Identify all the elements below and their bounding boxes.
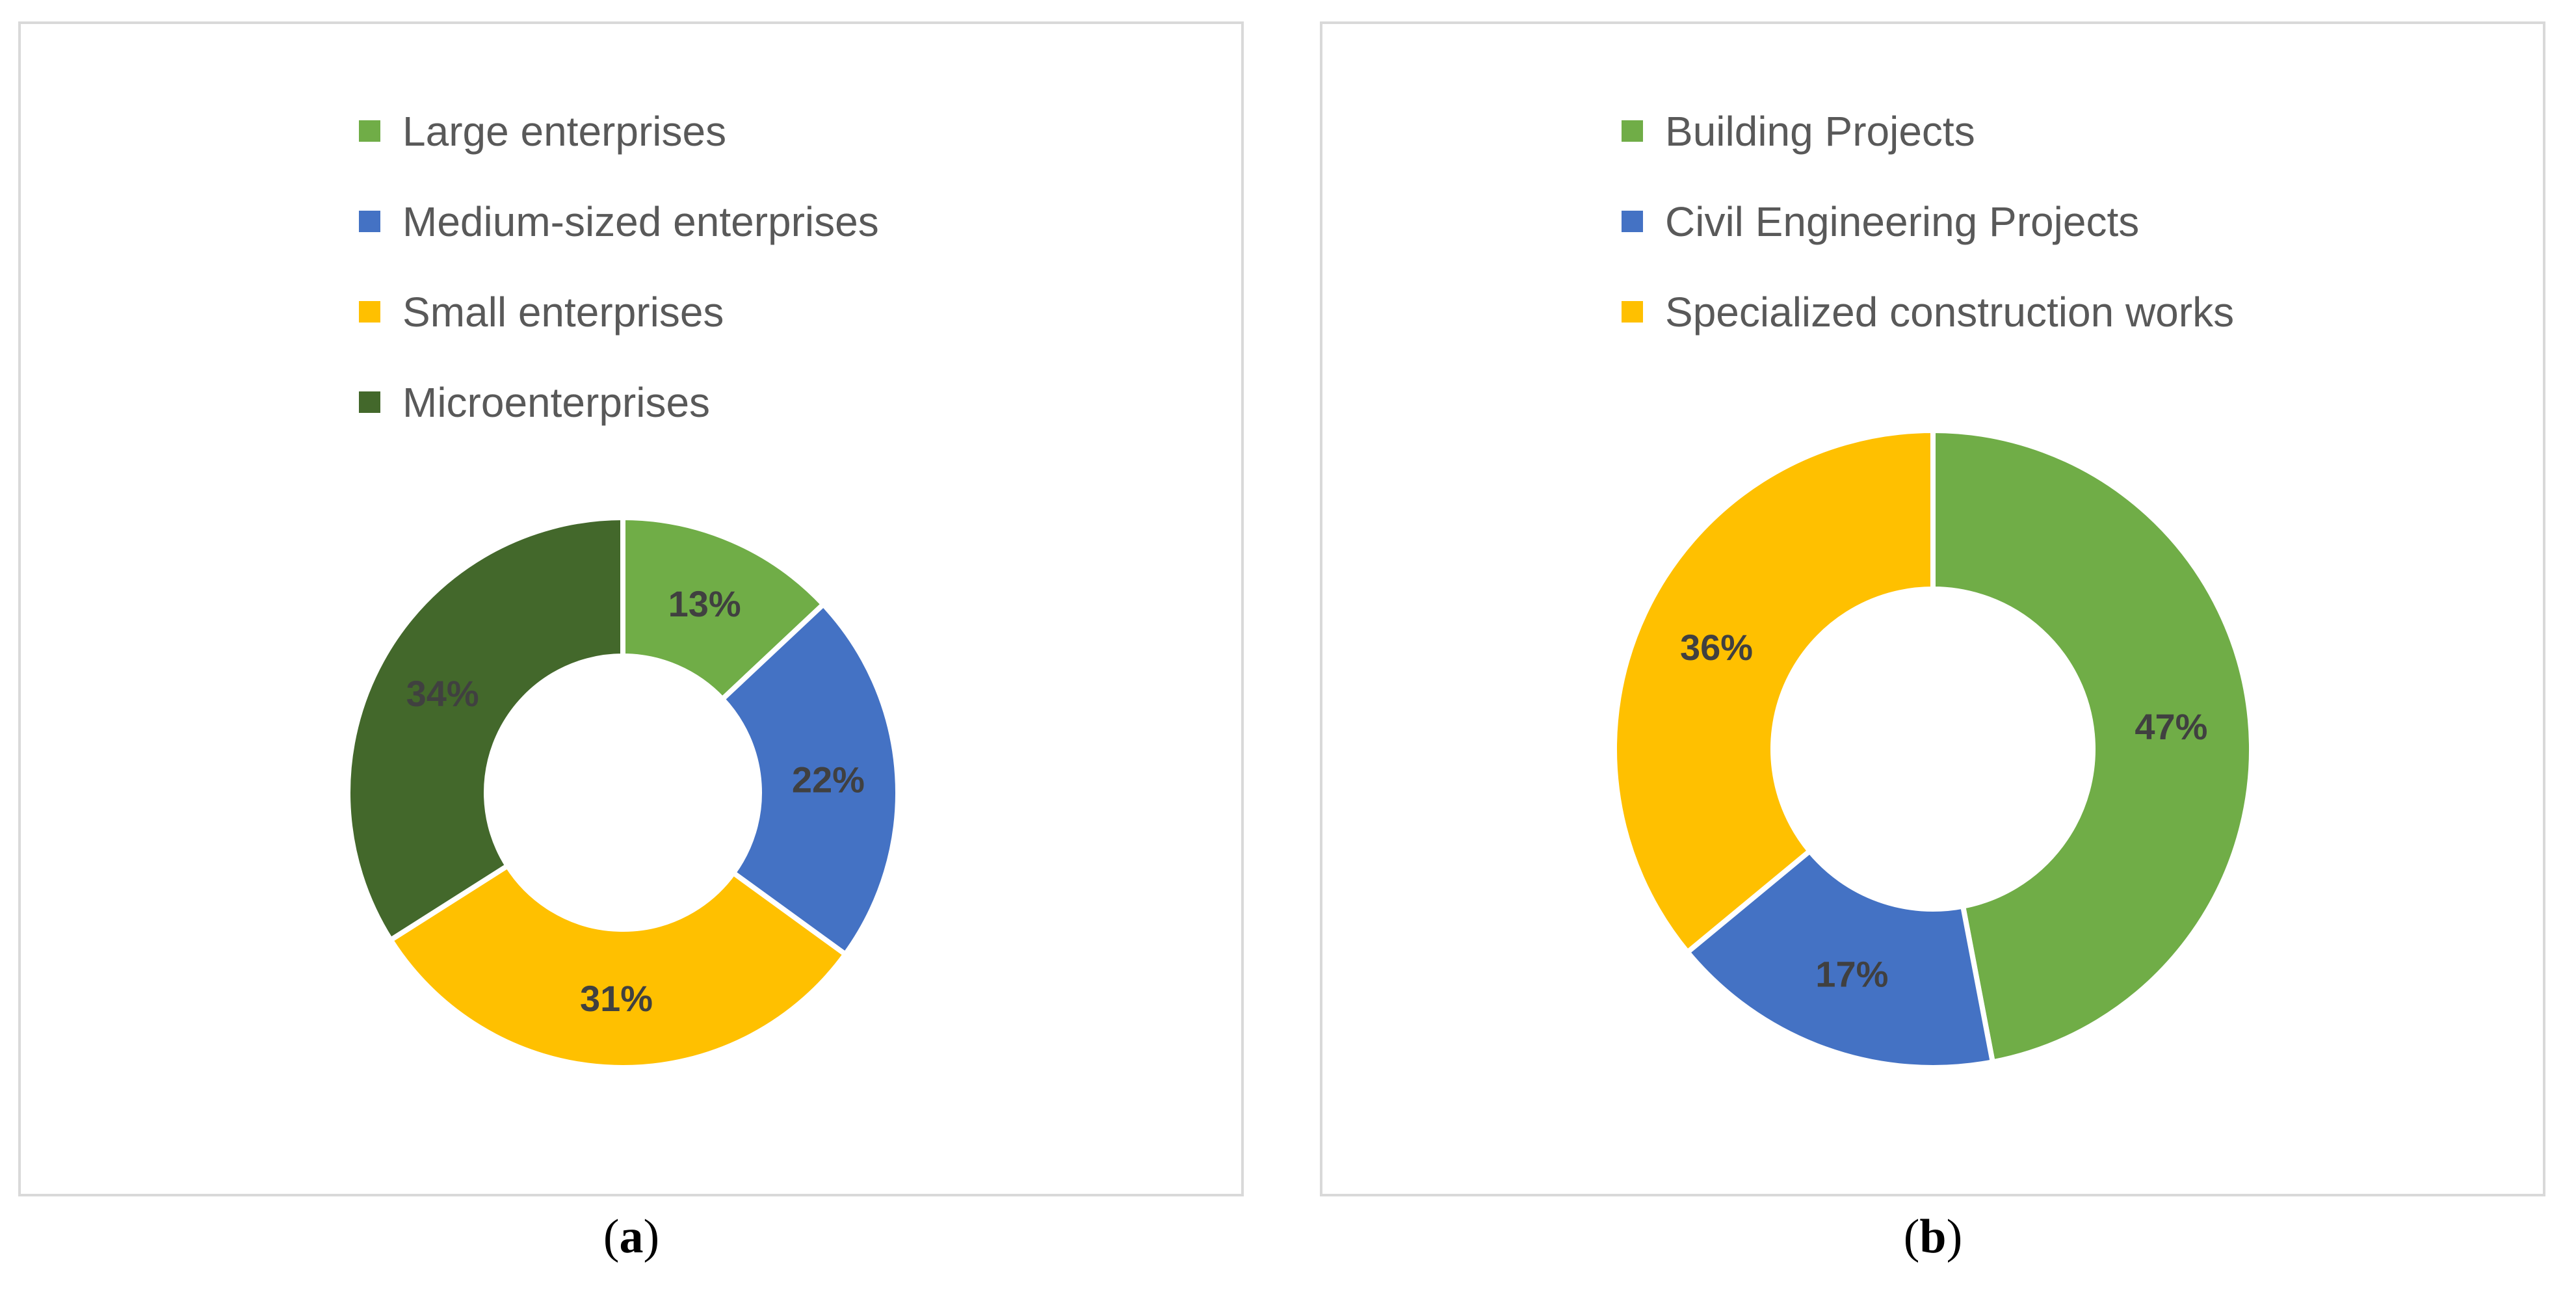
caption-letter: b [1919,1210,1947,1263]
data-label-medium-sized-enterprises: 22% [792,759,865,800]
legend-label: Civil Engineering Projects [1665,198,2140,245]
donut-slice-building-projects [1930,427,2254,1066]
donut-chart-a: 13% 22% 31% 34% [345,514,900,1070]
legend-item-specialized-construction-works: Specialized construction works [1622,267,2234,357]
legend-swatch [1622,120,1643,142]
legend-swatch [1622,211,1643,232]
legend-item-civil-engineering-projects: Civil Engineering Projects [1622,176,2234,267]
legend-item-small-enterprises: Small enterprises [359,267,879,357]
caption-paren-open: ( [603,1210,620,1263]
data-label-microenterprises: 34% [406,673,479,714]
legend-label: Medium-sized enterprises [402,198,879,245]
legend-b: Building Projects Civil Engineering Proj… [1622,86,2234,357]
donut-slice-small-enterprises [387,862,849,1070]
chart-panel-a: Large enterprises Medium-sized enterpris… [18,21,1244,1196]
donut-chart-b: 47% 17% 36% [1612,427,2254,1070]
caption-paren-close: ) [643,1210,660,1263]
legend-item-medium-sized-enterprises: Medium-sized enterprises [359,176,879,267]
donut-slice-medium-sized-enterprises [718,600,900,958]
chart-panel-b: Building Projects Civil Engineering Proj… [1320,21,2545,1196]
panel-caption-b: (b) [1868,1209,1998,1265]
legend-swatch [359,391,380,413]
legend-swatch [359,211,380,232]
legend-label: Microenterprises [402,378,711,426]
legend-swatch [1622,301,1643,323]
caption-paren-close: ) [1946,1210,1963,1263]
data-label-large-enterprises: 13% [668,583,741,624]
legend-label: Specialized construction works [1665,288,2235,336]
data-label-building-projects: 47% [2135,706,2207,747]
legend-swatch [359,120,380,142]
panel-caption-a: (a) [566,1209,696,1265]
data-label-small-enterprises: 31% [580,978,653,1019]
legend-label: Small enterprises [402,288,724,336]
legend-label: Building Projects [1665,107,1975,155]
legend-item-building-projects: Building Projects [1622,86,2234,176]
donut-slice-microenterprises [345,514,625,944]
legend-item-large-enterprises: Large enterprises [359,86,879,176]
donut-slice-civil-engineering-projects [1683,847,1996,1070]
legend-swatch [359,301,380,323]
legend-a: Large enterprises Medium-sized enterpris… [359,86,879,447]
data-label-specialized-construction-works: 36% [1680,627,1753,668]
caption-paren-open: ( [1903,1210,1920,1263]
legend-item-microenterprises: Microenterprises [359,357,879,447]
donut-slice-specialized-construction-works [1612,427,1936,956]
caption-letter: a [619,1210,644,1263]
data-label-civil-engineering-projects: 17% [1815,954,1888,995]
donut-slice-large-enterprises [620,514,828,703]
legend-label: Large enterprises [402,107,727,155]
